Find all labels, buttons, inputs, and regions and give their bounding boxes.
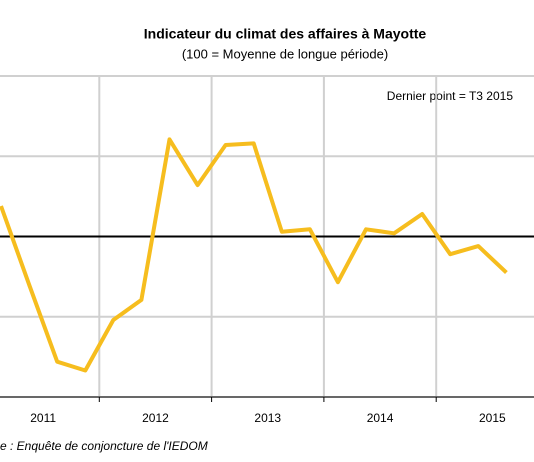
chart-subtitle: (100 = Moyenne de longue période) bbox=[182, 46, 388, 61]
x-tick-label: 2014 bbox=[367, 411, 394, 425]
chart-title: Indicateur du climat des affaires à Mayo… bbox=[144, 26, 427, 42]
x-tick-label: 2015 bbox=[479, 411, 506, 425]
annotation: Dernier point = T3 2015 bbox=[387, 89, 514, 103]
x-tick-label: 2013 bbox=[254, 411, 281, 425]
x-tick-label: 2012 bbox=[142, 411, 169, 425]
source: e : Enquête de conjoncture de l'IEDOM bbox=[0, 439, 208, 453]
line-series bbox=[0, 137, 508, 373]
x-tick-label: 2011 bbox=[30, 411, 56, 425]
